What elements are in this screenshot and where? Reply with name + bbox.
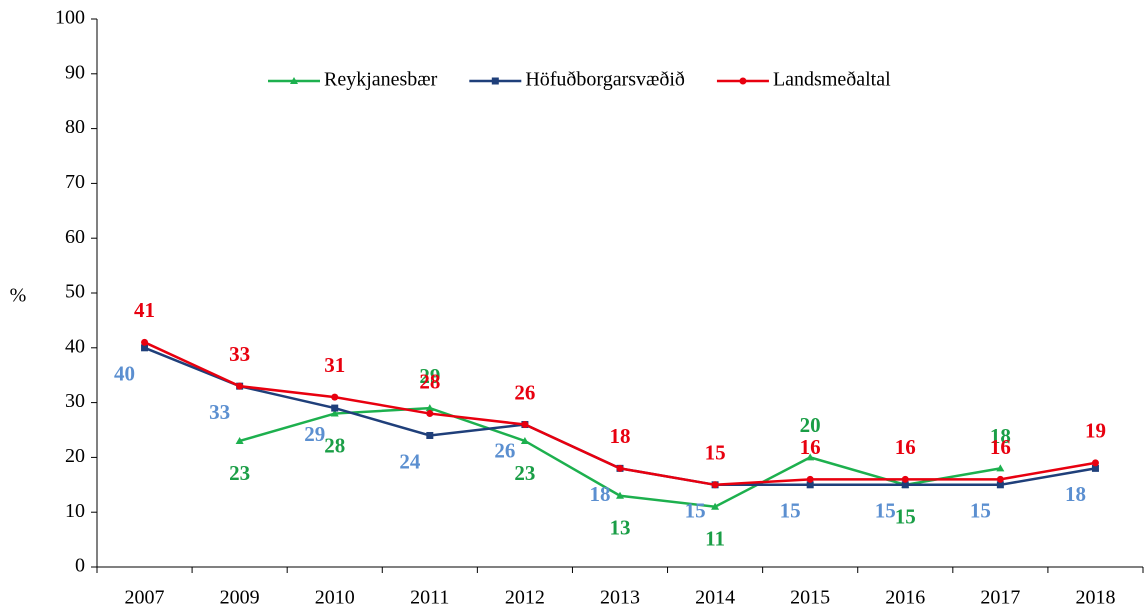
- series-line: [144, 341, 1096, 487]
- y-tick-label: 20: [65, 445, 85, 467]
- data-label: 18: [610, 424, 631, 448]
- data-label: 15: [705, 441, 726, 465]
- marker: [996, 464, 1005, 472]
- y-tick-label: 70: [65, 171, 85, 193]
- y-tick-label: 40: [65, 335, 85, 357]
- y-tick-label: 10: [65, 500, 85, 522]
- marker: [141, 338, 149, 346]
- legend-label: Reykjanesbær: [324, 69, 438, 91]
- legend-label: Landsmeðaltal: [773, 69, 891, 91]
- marker: [331, 404, 339, 412]
- data-label: 13: [610, 516, 631, 540]
- x-tick-label: 2015: [790, 587, 830, 609]
- data-label: 15: [875, 499, 896, 523]
- data-label: 16: [990, 435, 1011, 459]
- x-tick-label: 2007: [125, 587, 165, 609]
- marker: [491, 77, 499, 85]
- marker: [806, 453, 815, 461]
- data-label: 29: [304, 422, 325, 446]
- data-label: 28: [419, 369, 440, 393]
- data-label: 24: [399, 449, 421, 473]
- marker: [901, 481, 909, 489]
- data-label: 31: [324, 353, 345, 377]
- data-label: 16: [895, 435, 916, 459]
- x-tick-label: 2009: [220, 587, 260, 609]
- data-label: 18: [1065, 482, 1086, 506]
- data-label: 28: [324, 433, 345, 457]
- data-label: 19: [1085, 419, 1106, 443]
- y-tick-label: 0: [75, 555, 85, 577]
- y-tick-label: 50: [65, 281, 85, 303]
- data-label: 41: [134, 298, 155, 322]
- marker: [141, 344, 149, 352]
- marker: [236, 382, 244, 390]
- x-tick-label: 2017: [980, 587, 1020, 609]
- marker: [711, 502, 720, 510]
- marker: [290, 77, 298, 84]
- data-label: 20: [800, 413, 821, 437]
- marker: [425, 404, 434, 412]
- y-tick-label: 90: [65, 61, 85, 83]
- y-tick-label: 80: [65, 116, 85, 138]
- data-label: 33: [209, 400, 230, 424]
- marker: [901, 475, 909, 483]
- marker: [1091, 464, 1099, 472]
- data-label: 15: [780, 499, 801, 523]
- data-label: 15: [970, 499, 991, 523]
- marker: [331, 393, 339, 401]
- marker: [235, 436, 244, 444]
- x-tick-label: 2016: [885, 587, 925, 609]
- marker: [711, 481, 719, 489]
- y-tick-label: 30: [65, 390, 85, 412]
- y-axis-label: %: [10, 285, 27, 307]
- data-label: 23: [514, 461, 535, 485]
- data-label: 11: [705, 527, 725, 551]
- data-label: 40: [114, 362, 135, 386]
- y-tick-label: 100: [55, 7, 85, 29]
- series-line: [144, 346, 1096, 487]
- data-label: 18: [990, 424, 1011, 448]
- x-tick-label: 2011: [410, 587, 449, 609]
- data-label: 18: [590, 482, 611, 506]
- marker: [521, 421, 529, 429]
- data-label: 26: [514, 380, 535, 404]
- marker: [616, 464, 624, 472]
- marker: [806, 475, 814, 483]
- data-label: 16: [800, 435, 821, 459]
- marker: [996, 475, 1004, 483]
- data-label: 33: [229, 342, 250, 366]
- x-tick-label: 2013: [600, 587, 640, 609]
- x-tick-label: 2014: [695, 587, 735, 609]
- marker: [616, 491, 624, 499]
- marker: [1091, 459, 1099, 467]
- data-label: 15: [895, 505, 916, 529]
- x-tick-label: 2010: [315, 587, 355, 609]
- marker: [426, 431, 434, 439]
- x-tick-label: 2012: [505, 587, 545, 609]
- marker: [426, 410, 434, 418]
- marker: [330, 409, 339, 417]
- marker: [996, 481, 1004, 489]
- x-tick-label: 2018: [1075, 587, 1115, 609]
- data-label: 26: [494, 438, 515, 462]
- marker: [739, 77, 747, 85]
- y-tick-label: 60: [65, 226, 85, 248]
- legend-label: Höfuðborgarsvæðið: [525, 69, 685, 91]
- data-label: 29: [419, 364, 440, 388]
- data-label: 15: [685, 499, 706, 523]
- marker: [806, 481, 814, 489]
- data-label: 23: [229, 461, 250, 485]
- marker: [520, 436, 529, 444]
